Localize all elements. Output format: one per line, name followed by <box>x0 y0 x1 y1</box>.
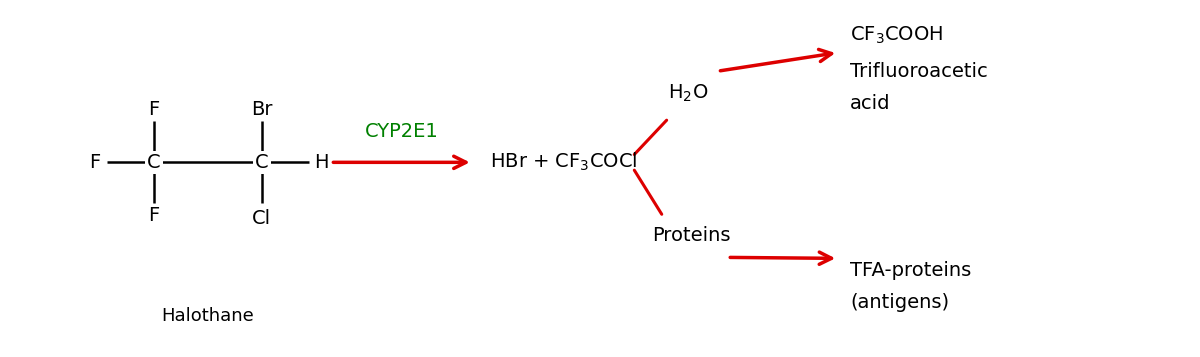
Text: CF$_3$COOH: CF$_3$COOH <box>850 24 943 46</box>
Text: H$_2$O: H$_2$O <box>668 83 708 104</box>
Text: F: F <box>149 206 160 225</box>
Text: Trifluoroacetic: Trifluoroacetic <box>850 62 988 81</box>
Text: CYP2E1: CYP2E1 <box>365 122 438 141</box>
Text: C: C <box>256 153 269 172</box>
Text: Cl: Cl <box>252 209 271 228</box>
Text: Proteins: Proteins <box>652 226 731 245</box>
Text: H: H <box>314 153 329 172</box>
Text: HBr + CF$_3$COCl: HBr + CF$_3$COCl <box>491 151 637 174</box>
Text: (antigens): (antigens) <box>850 293 949 312</box>
Text: TFA-proteins: TFA-proteins <box>850 261 971 280</box>
Text: F: F <box>149 100 160 119</box>
Text: C: C <box>148 153 161 172</box>
Text: F: F <box>89 153 100 172</box>
Text: acid: acid <box>850 94 890 113</box>
Text: Br: Br <box>251 100 272 119</box>
Text: Halothane: Halothane <box>162 307 254 325</box>
